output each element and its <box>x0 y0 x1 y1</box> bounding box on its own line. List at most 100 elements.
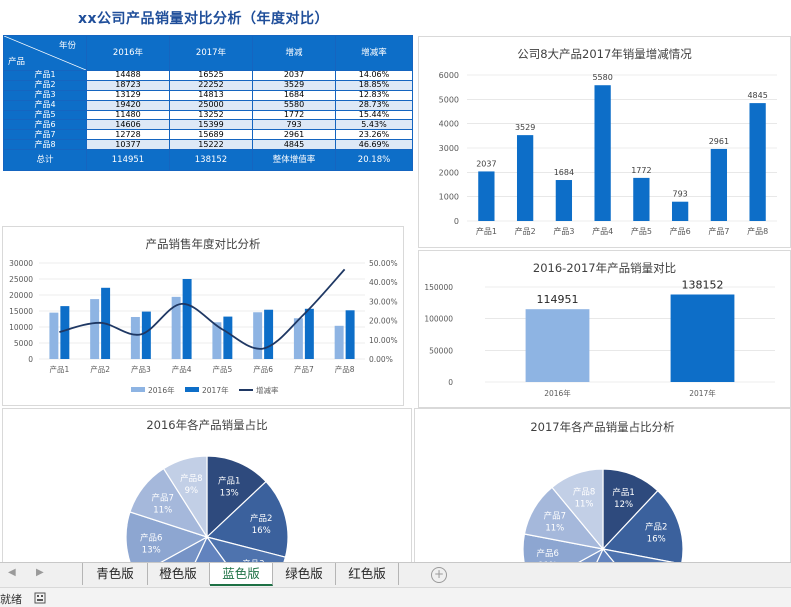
y-tick-label: 5000 <box>14 339 33 348</box>
table-cell[interactable]: 15222 <box>169 139 253 151</box>
scroll-right-icon[interactable]: ▶ <box>36 567 44 578</box>
chart-title: 公司8大产品2017年销量增减情况 <box>517 47 692 61</box>
data-label: 138152 <box>682 279 724 292</box>
table-cell[interactable]: 2037 <box>252 70 336 81</box>
x-tick-label: 产品1 <box>49 364 69 374</box>
bar <box>253 312 263 359</box>
totals-chart-panel[interactable]: 2016-2017年产品销量对比 0 50000 100000 150000 11495… <box>418 250 791 408</box>
pie-slice <box>162 455 208 540</box>
table-cell[interactable]: 46.69% <box>335 139 413 151</box>
slice-percent: 11% <box>153 506 172 516</box>
pie-chart-2017: 产品112%产品216%产品311%产品418%产品510%产品611%产品71… <box>522 468 684 569</box>
sheet-tab-orange[interactable]: 橙色版 <box>147 563 210 585</box>
table-cell[interactable]: 12728 <box>86 129 170 141</box>
pie-slice <box>206 455 267 539</box>
x-tick-label: 产品6 <box>670 226 691 236</box>
table-cell[interactable]: 15399 <box>169 119 253 131</box>
table-cell[interactable]: 1684 <box>252 89 336 101</box>
row-label: 产品1 <box>3 70 87 81</box>
legend-swatch <box>185 387 199 392</box>
column-header: 增减率 <box>335 35 413 71</box>
table-cell[interactable]: 3529 <box>252 79 336 91</box>
table-cell[interactable]: 18.85% <box>335 79 413 91</box>
page-title: xx公司产品销量对比分析（年度对比） <box>78 11 330 27</box>
table-row: 产品1 14488 16525 2037 14.06% <box>3 70 413 81</box>
bar <box>594 85 611 221</box>
table-cell[interactable]: 5580 <box>252 99 336 111</box>
y-tick-label: 0 <box>28 355 33 364</box>
slice-percent: 11% <box>575 499 594 509</box>
table-cell[interactable]: 28.73% <box>335 99 413 111</box>
bar <box>749 103 766 221</box>
table-cell[interactable]: 16525 <box>169 70 253 81</box>
table-cell[interactable]: 14813 <box>169 89 253 101</box>
sheet-tab-blue[interactable]: 蓝色版 <box>210 563 273 586</box>
table-cell[interactable]: 13129 <box>86 89 170 101</box>
y-tick-label: 1000 <box>439 193 459 202</box>
table-cell[interactable]: 14606 <box>86 119 170 131</box>
table-cell[interactable]: 14488 <box>86 70 170 81</box>
table-cell[interactable]: 10377 <box>86 139 170 151</box>
table-cell[interactable]: 5.43% <box>335 119 413 131</box>
y2-tick-label: 40.00% <box>369 278 398 287</box>
pie-slice <box>125 511 209 569</box>
table-cell[interactable]: 1772 <box>252 109 336 121</box>
x-tick-label: 产品1 <box>476 226 497 236</box>
table-cell[interactable]: 22252 <box>169 79 253 91</box>
table-cell[interactable]: 12.83% <box>335 89 413 101</box>
total-cell[interactable]: 20.18% <box>335 149 413 172</box>
table-row: 产品2 18723 22252 3529 18.85% <box>3 79 413 91</box>
data-label: 1772 <box>631 166 651 175</box>
y-tick-label: 6000 <box>439 71 459 80</box>
pie-slice <box>205 536 287 569</box>
y-tick-label: 2000 <box>439 168 459 177</box>
x-tick-label: 产品4 <box>592 226 613 236</box>
table-cell[interactable]: 2961 <box>252 129 336 141</box>
sales-table: 年份 产品 2016年 2017年 增减 增减率 产品1 14488 16525 20… <box>3 35 413 172</box>
table-cell[interactable]: 4845 <box>252 139 336 151</box>
x-tick-label: 产品4 <box>172 364 192 374</box>
add-sheet-icon[interactable]: + <box>431 567 447 583</box>
bar <box>710 148 728 221</box>
table-cell[interactable]: 25000 <box>169 99 253 111</box>
table-cell[interactable]: 14.06% <box>335 70 413 81</box>
table-header-row: 年份 产品 2016年 2017年 增减 增减率 <box>3 35 413 71</box>
slice-label: 产品6 <box>536 548 558 559</box>
increase-bar-chart: 0 1000 2000 3000 4000 5000 6000 2037 产品1 3529 产品2 1… <box>439 71 777 236</box>
table-total-row: 总计 114951 138152 整体增值率 20.18% <box>3 149 413 172</box>
total-cell[interactable]: 114951 <box>86 149 170 172</box>
total-cell[interactable]: 整体增值率 <box>252 149 336 172</box>
sheet-tab-red[interactable]: 红色版 <box>336 563 399 585</box>
pie-2016-panel[interactable]: 2016年各产品销量占比 产品113%产品216%产品311%产品417%产品5… <box>2 408 412 570</box>
table-cell[interactable]: 793 <box>252 119 336 131</box>
slice-label: 产品2 <box>250 513 272 524</box>
increase-chart-panel[interactable]: 公司8大产品2017年销量增减情况 0 1000 2000 3000 4000 5000 6… <box>418 36 791 248</box>
x-tick-label: 2016年 <box>544 388 571 398</box>
combo-chart-panel[interactable]: 产品销售年度对比分析 0 5000 10000 15000 20000 25000 3000… <box>2 226 404 406</box>
table-cell[interactable]: 18723 <box>86 79 170 91</box>
bar <box>60 306 70 359</box>
column-header: 2016年 <box>86 35 170 71</box>
scroll-left-icon[interactable]: ◀ <box>8 567 16 578</box>
sheet-tab-green[interactable]: 绿色版 <box>273 563 336 585</box>
sheet-tab-cyan[interactable]: 青色版 <box>82 563 148 585</box>
table-cell[interactable]: 13252 <box>169 109 253 121</box>
y-tick-label: 4000 <box>439 120 459 129</box>
total-cell[interactable]: 138152 <box>169 149 253 172</box>
table-cell[interactable]: 19420 <box>86 99 170 111</box>
macro-record-icon[interactable] <box>34 592 46 604</box>
slice-percent: 9% <box>185 486 199 496</box>
pie-2017-panel[interactable]: 2017年各产品销量占比分析 产品112%产品216%产品311%产品418%产… <box>414 408 791 570</box>
table-cell[interactable]: 11480 <box>86 109 170 121</box>
row-label: 产品2 <box>3 79 87 91</box>
table-cell[interactable]: 15689 <box>169 129 253 141</box>
data-label: 1684 <box>554 168 574 177</box>
x-tick-label: 产品5 <box>631 226 652 236</box>
table-cell[interactable]: 15.44% <box>335 109 413 121</box>
table-cell[interactable]: 23.26% <box>335 129 413 141</box>
slice-label: 产品6 <box>140 532 162 543</box>
chart-title: 2016年各产品销量占比 <box>146 418 268 432</box>
bar <box>525 309 590 382</box>
table-row: 产品7 12728 15689 2961 23.26% <box>3 129 413 141</box>
x-tick-label: 产品3 <box>553 226 574 236</box>
